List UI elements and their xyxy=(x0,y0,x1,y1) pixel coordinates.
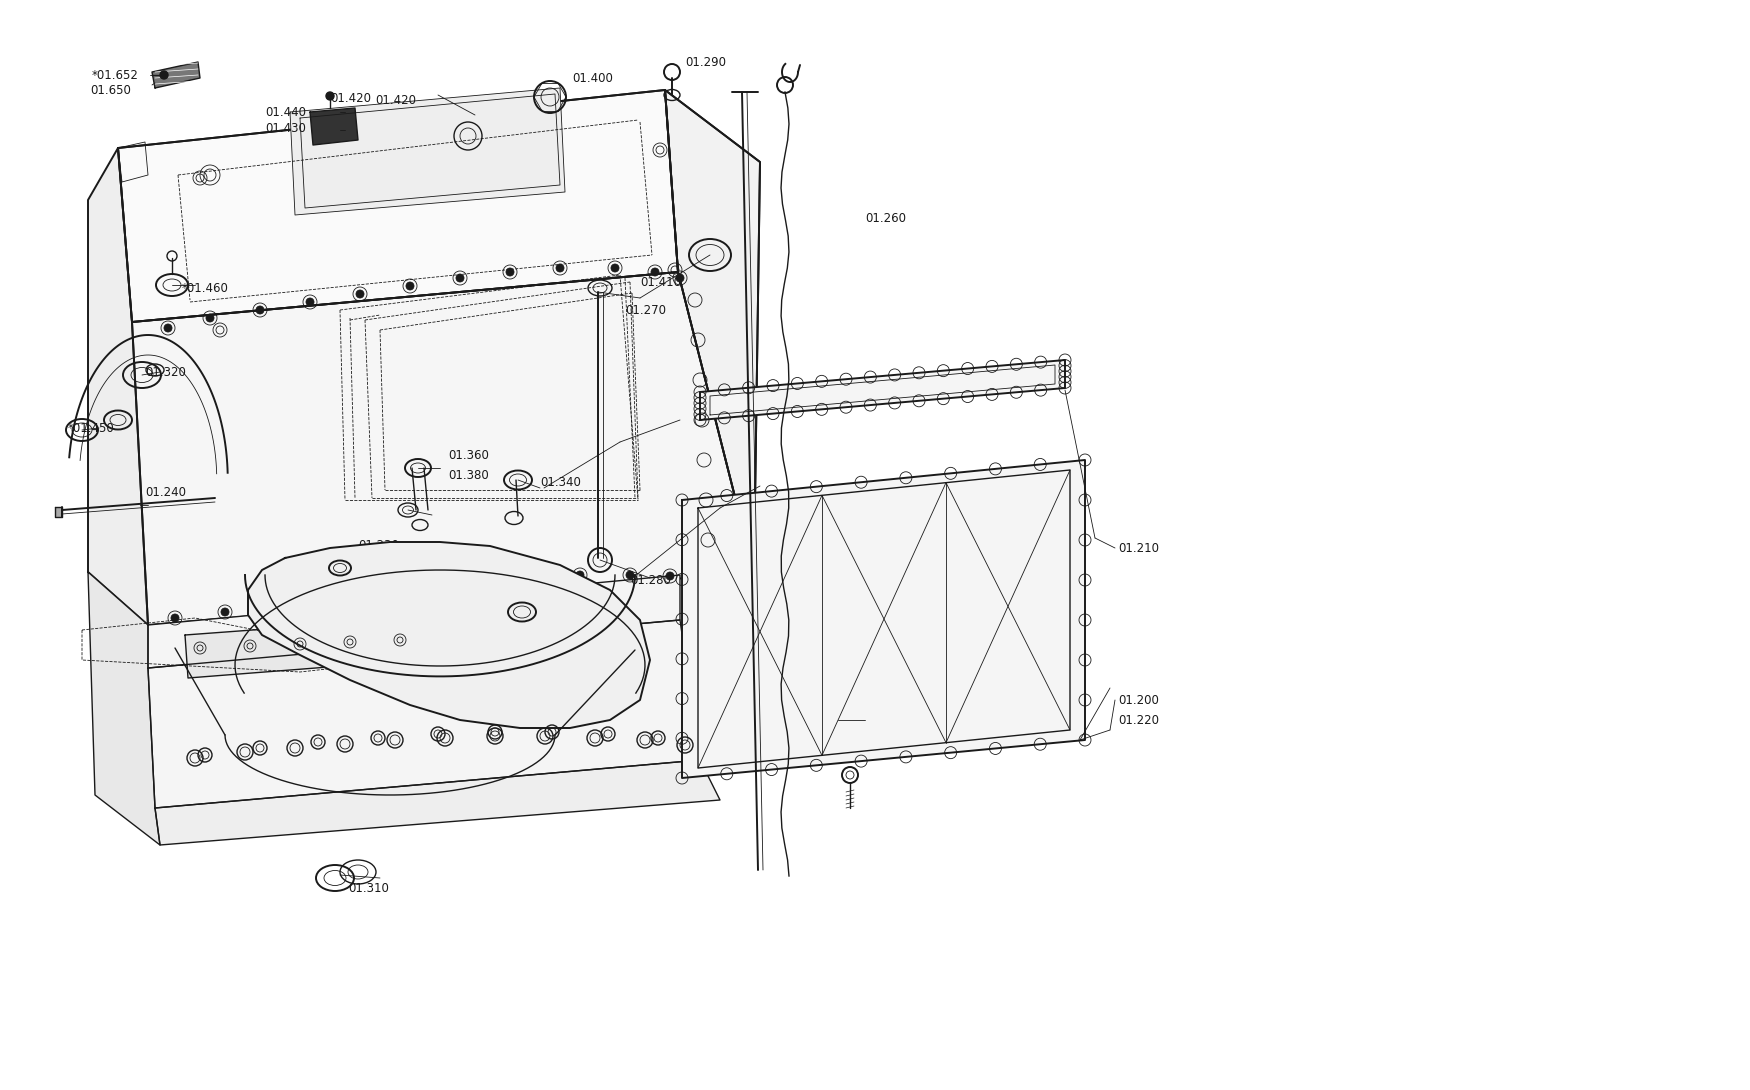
Polygon shape xyxy=(88,572,159,845)
Polygon shape xyxy=(149,576,681,668)
Text: 01.430: 01.430 xyxy=(264,121,306,134)
Circle shape xyxy=(457,274,464,282)
Text: 01.200: 01.200 xyxy=(1118,693,1158,706)
Polygon shape xyxy=(152,62,200,88)
Polygon shape xyxy=(310,108,359,145)
Polygon shape xyxy=(117,90,677,322)
Circle shape xyxy=(651,268,660,276)
Text: 01.410: 01.410 xyxy=(640,276,681,289)
Circle shape xyxy=(355,290,364,298)
Text: 01.320: 01.320 xyxy=(145,365,186,378)
Polygon shape xyxy=(186,618,418,678)
Polygon shape xyxy=(88,148,149,625)
Polygon shape xyxy=(290,88,565,215)
Polygon shape xyxy=(156,760,719,845)
Text: *01.450: *01.450 xyxy=(68,422,116,435)
Text: 01.420: 01.420 xyxy=(331,92,371,105)
Polygon shape xyxy=(665,90,760,572)
Circle shape xyxy=(206,314,214,322)
Text: 01.300: 01.300 xyxy=(548,604,588,617)
Circle shape xyxy=(626,571,634,579)
Circle shape xyxy=(172,614,178,622)
Text: 01.220: 01.220 xyxy=(1118,714,1158,727)
Text: 01.440: 01.440 xyxy=(264,106,306,119)
Text: 01.210: 01.210 xyxy=(1118,542,1158,555)
Text: 01.230: 01.230 xyxy=(359,538,399,552)
Text: 01.310: 01.310 xyxy=(348,882,388,895)
Circle shape xyxy=(476,578,485,586)
Text: 01.420: 01.420 xyxy=(374,94,416,107)
Polygon shape xyxy=(248,542,649,728)
Circle shape xyxy=(406,282,415,290)
Text: 01.650: 01.650 xyxy=(89,84,131,97)
Text: 01.260: 01.260 xyxy=(864,211,906,225)
Circle shape xyxy=(255,306,264,314)
Polygon shape xyxy=(700,360,1066,420)
Circle shape xyxy=(676,274,684,282)
Text: 01.380: 01.380 xyxy=(448,469,488,482)
Polygon shape xyxy=(54,507,61,517)
Text: *01.460: *01.460 xyxy=(182,281,229,294)
Text: *01.652: *01.652 xyxy=(93,69,138,82)
Text: 01.290: 01.290 xyxy=(684,56,726,69)
Text: 01.400: 01.400 xyxy=(572,72,612,85)
Circle shape xyxy=(306,298,313,306)
Circle shape xyxy=(276,600,284,608)
Polygon shape xyxy=(682,460,1085,778)
Text: 01.280: 01.280 xyxy=(630,573,670,586)
Text: 01.270: 01.270 xyxy=(625,303,667,316)
Circle shape xyxy=(220,608,229,616)
Polygon shape xyxy=(149,620,700,808)
Polygon shape xyxy=(117,90,677,322)
Circle shape xyxy=(527,574,534,582)
Circle shape xyxy=(164,324,172,332)
Circle shape xyxy=(425,582,434,590)
Text: 01.360: 01.360 xyxy=(448,448,488,461)
Text: 01.250: 01.250 xyxy=(368,548,410,561)
Circle shape xyxy=(556,264,564,272)
Circle shape xyxy=(576,571,584,579)
Circle shape xyxy=(667,572,674,580)
Circle shape xyxy=(376,588,383,596)
Circle shape xyxy=(326,594,334,602)
Circle shape xyxy=(506,268,514,276)
Circle shape xyxy=(326,92,334,100)
Circle shape xyxy=(159,71,168,78)
Polygon shape xyxy=(131,272,754,625)
Circle shape xyxy=(611,264,620,272)
Text: 01.340: 01.340 xyxy=(541,475,581,488)
Text: 01.240: 01.240 xyxy=(145,485,186,498)
Polygon shape xyxy=(665,90,760,572)
